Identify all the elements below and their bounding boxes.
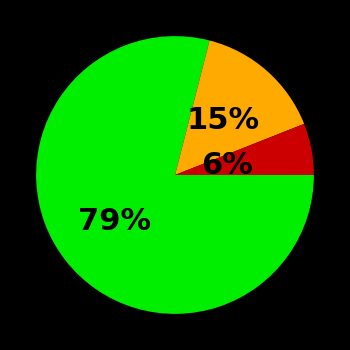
Text: 79%: 79% <box>78 207 151 236</box>
Text: 6%: 6% <box>201 150 253 180</box>
Text: 15%: 15% <box>186 106 259 135</box>
Wedge shape <box>175 124 314 175</box>
Wedge shape <box>36 36 314 314</box>
Wedge shape <box>175 41 304 175</box>
